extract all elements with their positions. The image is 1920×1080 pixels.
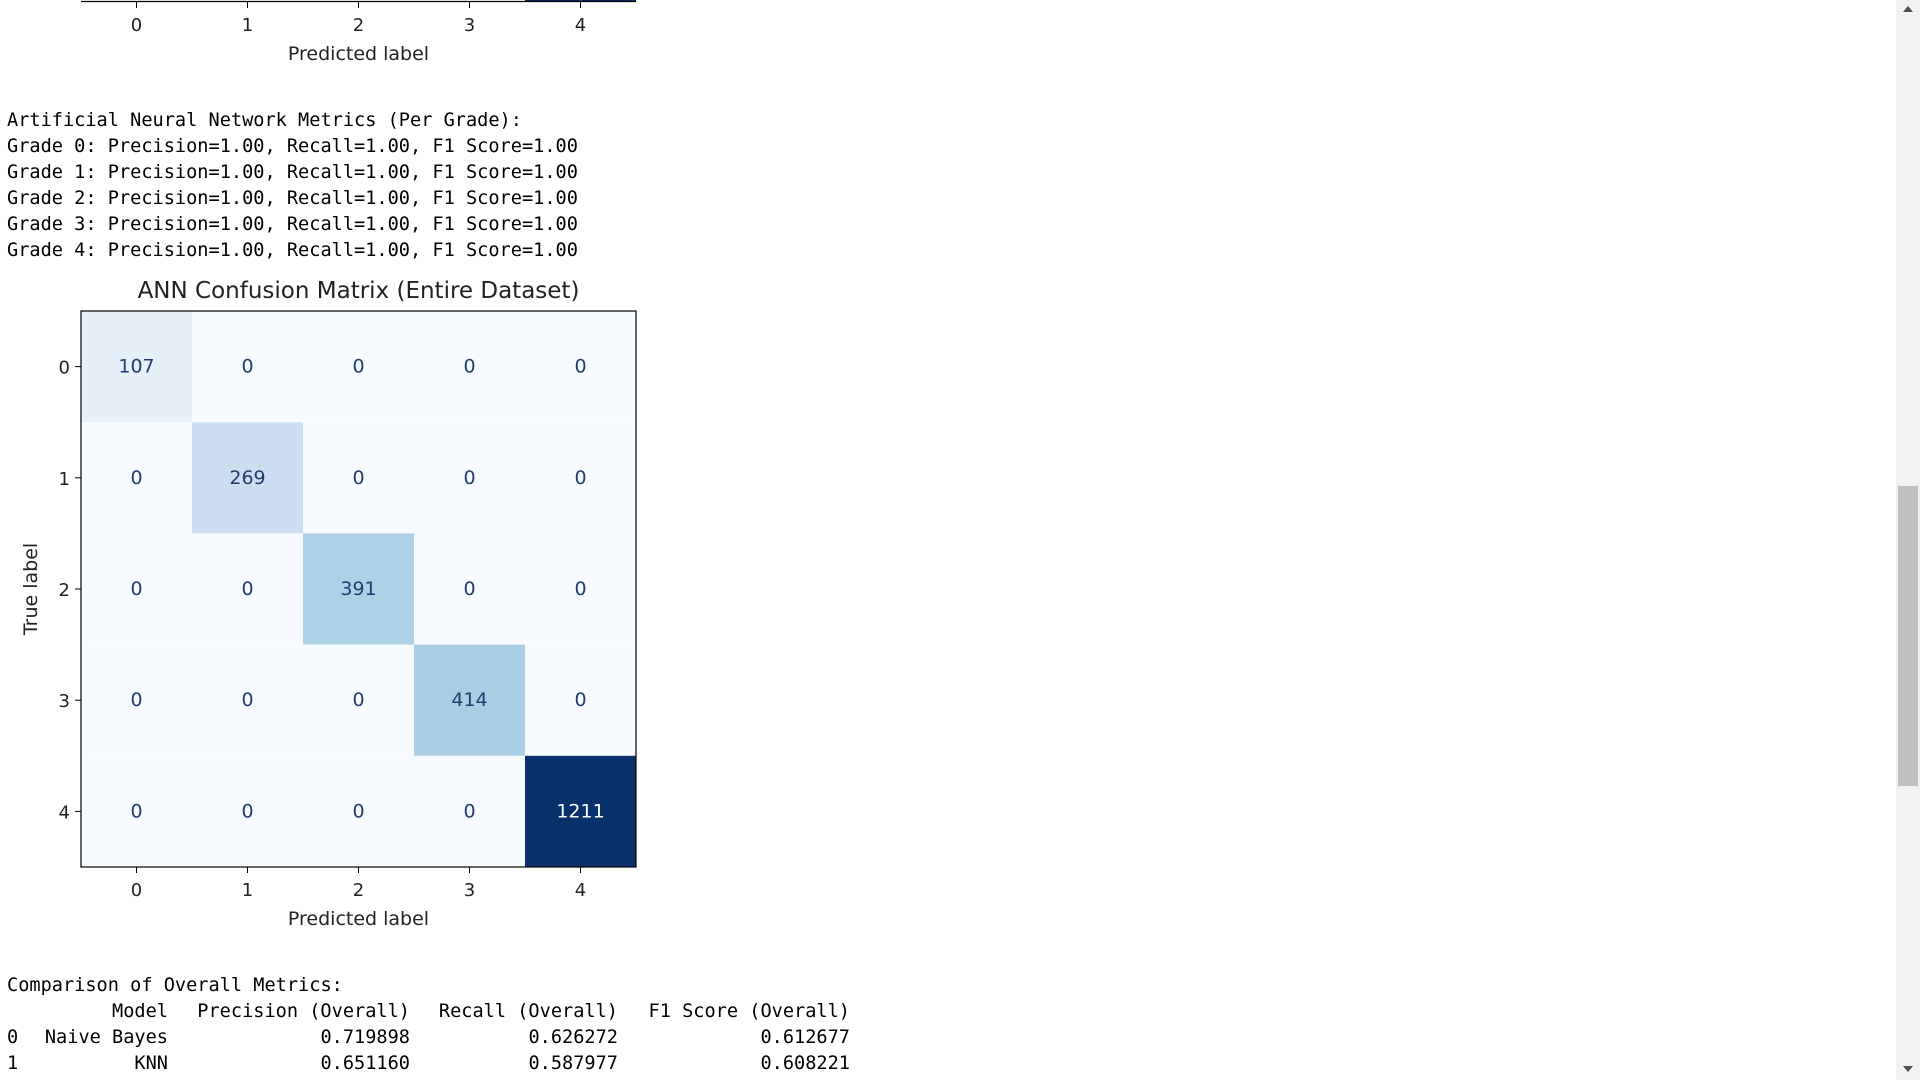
table-cell: Naive Bayes bbox=[45, 1027, 168, 1048]
table-cell: 0.587977 bbox=[528, 1053, 618, 1074]
heatmap-cell bbox=[303, 755, 414, 867]
metrics-line: Grade 4: Precision=1.00, Recall=1.00, F1… bbox=[7, 240, 578, 261]
cell-label: 0 bbox=[574, 356, 586, 378]
heatmap-cell bbox=[525, 533, 636, 645]
cell-label: 0 bbox=[130, 467, 142, 489]
x-tick-label: 4 bbox=[575, 880, 586, 901]
table-cell: KNN bbox=[134, 1053, 168, 1074]
cell-label: 107 bbox=[118, 356, 154, 378]
heatmap-cell bbox=[414, 311, 525, 423]
scroll-down-arrow[interactable] bbox=[1903, 1066, 1913, 1072]
table-title: Comparison of Overall Metrics: bbox=[7, 975, 343, 996]
x-tick-label: 3 bbox=[464, 15, 475, 36]
cell-label: 0 bbox=[463, 356, 475, 378]
heatmap-cell bbox=[303, 422, 414, 534]
heatmap-cell bbox=[192, 755, 303, 867]
table-cell: 0.719898 bbox=[320, 1027, 410, 1048]
cell-label: 0 bbox=[241, 800, 253, 822]
heatmap-cell bbox=[81, 533, 192, 645]
heatmap-cell bbox=[414, 755, 525, 867]
heatmap-cell bbox=[303, 533, 414, 645]
heatmap-cell bbox=[192, 422, 303, 534]
x-tick-label: 4 bbox=[575, 15, 586, 36]
cell-label: 0 bbox=[463, 578, 475, 600]
heatmap-cell bbox=[525, 644, 636, 756]
heatmap-cell bbox=[303, 644, 414, 756]
cell-label: 0 bbox=[352, 467, 364, 489]
cell-label: 0 bbox=[130, 800, 142, 822]
table-header: Precision (Overall) bbox=[197, 1001, 410, 1022]
cell-label: 0 bbox=[574, 467, 586, 489]
table-index: 0 bbox=[7, 1027, 18, 1048]
table-header: Recall (Overall) bbox=[439, 1001, 618, 1022]
y-tick-label: 3 bbox=[59, 691, 70, 712]
cell-label: 269 bbox=[229, 467, 265, 489]
heatmap-cell bbox=[192, 644, 303, 756]
x-tick-label: 3 bbox=[464, 880, 475, 901]
table-header: F1 Score (Overall) bbox=[649, 1001, 851, 1022]
cell-label: 0 bbox=[352, 800, 364, 822]
x-tick-label: 0 bbox=[131, 15, 142, 36]
cell-label: 0 bbox=[130, 578, 142, 600]
metrics-line: Grade 2: Precision=1.00, Recall=1.00, F1… bbox=[7, 188, 578, 209]
metrics-line: Grade 0: Precision=1.00, Recall=1.00, F1… bbox=[7, 136, 578, 157]
cell-label: 0 bbox=[241, 689, 253, 711]
x-tick-label: 1 bbox=[242, 15, 253, 36]
scroll-up-arrow[interactable] bbox=[1903, 6, 1913, 12]
table-cell: 0.608221 bbox=[760, 1053, 850, 1074]
y-tick-label: 0 bbox=[59, 358, 70, 379]
heatmap-cell bbox=[81, 311, 192, 423]
cell-label: 414 bbox=[451, 689, 487, 711]
table-cell: 0.612677 bbox=[760, 1027, 850, 1048]
table-cell: 0.626272 bbox=[528, 1027, 618, 1048]
heatmap-cell bbox=[81, 422, 192, 534]
cell-label: 0 bbox=[241, 356, 253, 378]
x-tick-label: 2 bbox=[353, 880, 364, 901]
heatmap-cell bbox=[192, 311, 303, 423]
heatmap-cell bbox=[81, 755, 192, 867]
x-tick-label: 0 bbox=[131, 880, 142, 901]
cell-label: 0 bbox=[241, 578, 253, 600]
heatmap-cell bbox=[525, 755, 636, 867]
y-tick-label: 4 bbox=[59, 802, 70, 823]
metrics-line: Grade 1: Precision=1.00, Recall=1.00, F1… bbox=[7, 162, 578, 183]
heatmap-cell bbox=[414, 422, 525, 534]
heatmap-cell bbox=[414, 644, 525, 756]
x-axis-label: Predicted label bbox=[288, 43, 429, 65]
cell-label: 0 bbox=[574, 689, 586, 711]
cell-label: 1211 bbox=[556, 800, 604, 822]
cell-label: 0 bbox=[352, 356, 364, 378]
cell-label: 0 bbox=[463, 800, 475, 822]
x-tick-label: 2 bbox=[353, 15, 364, 36]
y-axis-label: True label bbox=[20, 543, 42, 636]
y-tick-label: 2 bbox=[59, 580, 70, 601]
heatmap-cell bbox=[192, 533, 303, 645]
y-tick-label: 1 bbox=[59, 469, 70, 490]
heatmap-cell bbox=[81, 644, 192, 756]
table-cell: 0.651160 bbox=[320, 1053, 410, 1074]
heatmap-cell bbox=[525, 422, 636, 534]
cell-label: 0 bbox=[463, 467, 475, 489]
scrollbar-thumb[interactable] bbox=[1898, 486, 1918, 786]
heatmap-cell bbox=[414, 533, 525, 645]
x-axis-label: Predicted label bbox=[288, 908, 429, 930]
metrics-line: Grade 3: Precision=1.00, Recall=1.00, F1… bbox=[7, 214, 578, 235]
heatmap-cell bbox=[525, 311, 636, 423]
chart-title: ANN Confusion Matrix (Entire Dataset) bbox=[138, 278, 580, 304]
heatmap-cell bbox=[303, 311, 414, 423]
cell-label: 0 bbox=[130, 689, 142, 711]
cell-label: 0 bbox=[574, 578, 586, 600]
metrics-title: Artificial Neural Network Metrics (Per G… bbox=[7, 110, 522, 131]
cell-label: 0 bbox=[352, 689, 364, 711]
cell-label: 391 bbox=[340, 578, 376, 600]
x-tick-label: 1 bbox=[242, 880, 253, 901]
table-index: 1 bbox=[7, 1053, 18, 1074]
table-header: Model bbox=[112, 1001, 168, 1022]
